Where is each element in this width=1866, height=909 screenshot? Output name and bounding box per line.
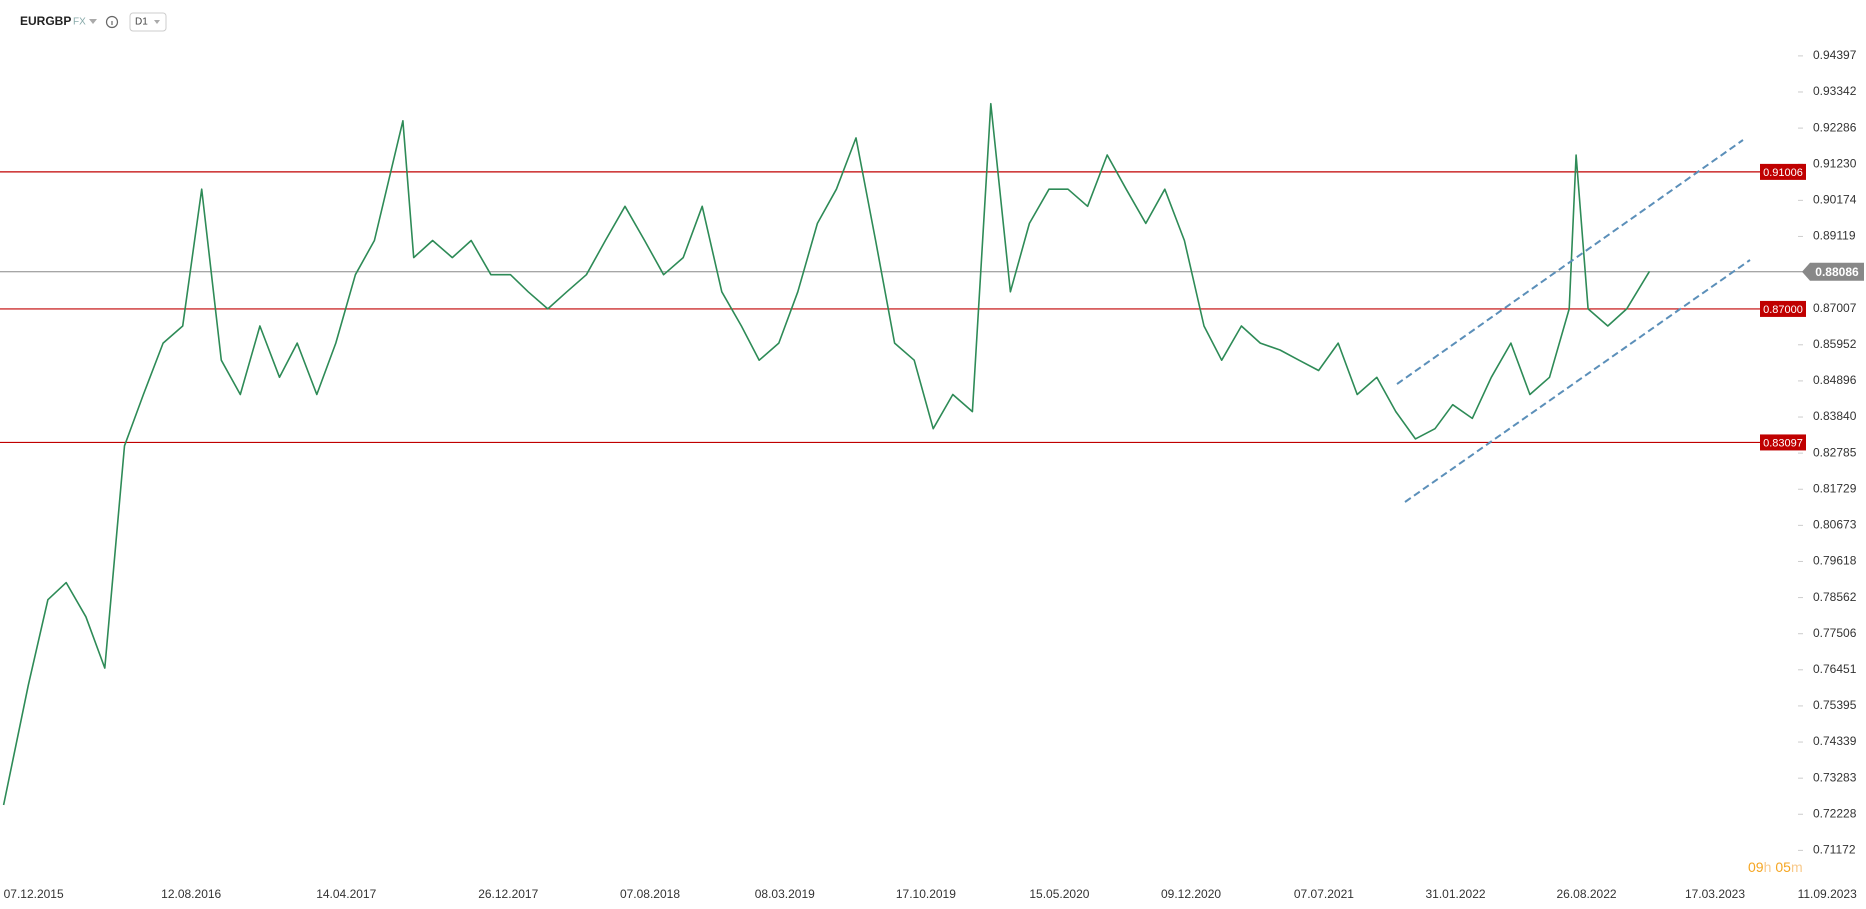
x-tick-label: 09.12.2020 [1161,887,1221,901]
interval-box[interactable] [129,12,167,32]
countdown-hours: 09 [1748,859,1764,875]
symbol[interactable]: EURGBP [20,14,71,28]
x-tick-label: 17.10.2019 [896,887,956,901]
level-label-box [1760,163,1806,180]
y-tick-label: 0.72228 [1813,806,1857,820]
countdown: 09h 05m [1748,859,1803,875]
y-tick-label: 0.94397 [1813,48,1857,62]
level-label: 0.87000 [1763,304,1803,316]
y-tick-label: 0.83840 [1813,409,1857,423]
y-tick-label: 0.93342 [1813,84,1857,98]
countdown-minutes: 05 [1775,859,1791,875]
x-tick-label: 15.05.2020 [1029,887,1089,901]
interval-caret [154,20,160,24]
y-tick-label: 0.87007 [1813,301,1857,315]
countdown-hours-unit: h [1764,859,1772,875]
x-tick-label: 11.09.2023 [1798,887,1857,901]
x-tick-label: 12.08.2016 [161,887,221,901]
plot: 0.94397 0.93342 0.92286 0.91230 0.90174 0.891… [0,48,1864,901]
y-tick-label: 0.82785 [1813,445,1857,459]
x-tick-label: 26.08.2022 [1557,887,1617,901]
x-tick-label: 07.08.2018 [620,887,680,901]
y-tick-label: 0.89119 [1813,229,1856,243]
y-tick-label: 0.84896 [1813,373,1857,387]
countdown-minutes-unit: m [1791,859,1803,875]
price-line [2,102,1651,806]
x-tick-label: 14.04.2017 [316,887,376,901]
interval: D1 [135,17,148,28]
x-tick-label: 08.03.2019 [755,887,815,901]
y-tick-label: 0.81729 [1813,481,1857,495]
info-icon[interactable] [105,15,119,29]
y-tick-label: 0.74339 [1813,734,1857,748]
level-label: 0.83097 [1763,437,1803,449]
current-price-label: 0.88086 [1815,265,1859,279]
channel-upper[interactable] [1396,139,1744,385]
x-tick-label: 07.07.2021 [1294,887,1354,901]
x-tick-label: 26.12.2017 [478,887,538,901]
channel-lower[interactable] [1404,259,1751,503]
y-tick-label: 0.91230 [1813,156,1857,170]
y-tick-label: 0.73283 [1813,770,1857,784]
y-tick-label: 0.77506 [1813,626,1857,640]
y-tick-label: 0.78562 [1813,590,1857,604]
y-tick-label: 0.76451 [1813,662,1857,676]
x-tick-label: 07.12.2015 [4,887,64,901]
y-tick-label: 0.80673 [1813,518,1857,532]
y-tick-label: 0.90174 [1813,193,1857,207]
level-label-box [1760,434,1806,451]
y-tick-label: 0.71172 [1813,843,1856,857]
dropdown-caret[interactable] [89,19,97,24]
y-tick-label: 0.75395 [1813,698,1857,712]
y-tick-label: 0.79618 [1813,554,1857,568]
x-tick-label: 17.03.2023 [1685,887,1745,901]
x-tick-label: 31.01.2022 [1426,887,1486,901]
level-label-box [1760,300,1806,317]
current-price-box [1802,262,1864,281]
level-label: 0.91006 [1763,167,1803,179]
y-tick-label: 0.85952 [1813,337,1857,351]
market: FX [73,17,86,28]
y-tick-label: 0.92286 [1813,120,1857,134]
